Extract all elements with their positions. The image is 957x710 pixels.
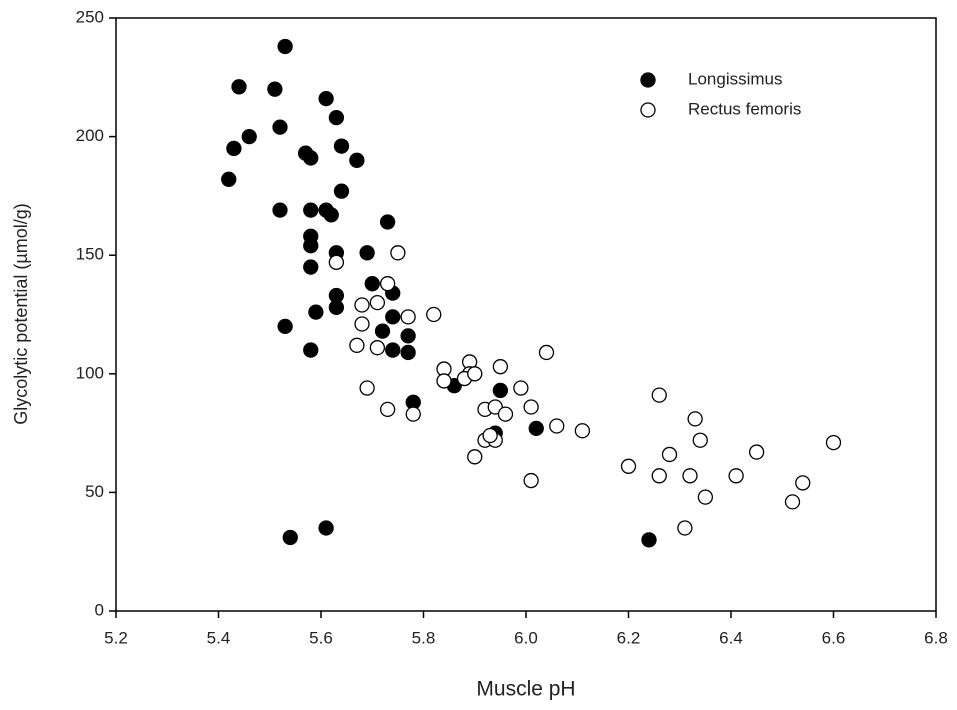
legend-marker — [640, 102, 656, 118]
point — [784, 494, 801, 510]
point — [272, 119, 288, 135]
x-tick-label: 6.2 — [617, 628, 641, 647]
x-tick-label: 6.4 — [719, 628, 743, 647]
point — [492, 382, 509, 399]
x-tick-label: 6.0 — [514, 628, 538, 647]
point — [318, 90, 334, 107]
point — [748, 444, 765, 460]
point — [697, 489, 714, 505]
point — [333, 183, 350, 199]
point — [436, 373, 452, 389]
point — [303, 150, 319, 166]
point — [528, 420, 544, 437]
point — [303, 202, 319, 218]
point — [267, 81, 283, 97]
point — [728, 468, 744, 484]
point — [379, 276, 396, 292]
point — [241, 128, 257, 145]
point — [328, 254, 345, 270]
point — [400, 328, 416, 344]
y-tick-label: 50 — [85, 482, 104, 501]
x-tick-label: 5.8 — [412, 628, 436, 647]
x-tick-label: 5.6 — [309, 628, 333, 647]
point — [492, 359, 509, 375]
point — [467, 366, 483, 382]
point — [523, 472, 539, 489]
y-tick-label: 250 — [76, 7, 104, 26]
point — [272, 202, 288, 218]
x-tick-label: 5.4 — [207, 628, 231, 647]
y-tick-label: 150 — [76, 245, 104, 264]
point — [328, 299, 345, 316]
point — [349, 152, 365, 168]
point — [379, 401, 396, 418]
point — [349, 337, 365, 353]
point — [487, 399, 503, 415]
legend-label: Rectus femoris — [688, 99, 801, 118]
point — [692, 432, 708, 448]
point — [385, 309, 401, 325]
point — [303, 238, 319, 254]
point — [651, 468, 667, 484]
point — [303, 259, 319, 275]
point — [497, 406, 514, 422]
point — [795, 475, 811, 491]
point — [323, 207, 339, 223]
y-tick-label: 100 — [76, 363, 104, 382]
point — [426, 306, 442, 323]
point — [677, 520, 693, 536]
point — [369, 340, 386, 356]
x-tick-label: 6.8 — [924, 628, 948, 647]
point — [682, 468, 698, 484]
point — [359, 245, 375, 261]
point — [651, 387, 667, 403]
point — [364, 276, 380, 292]
x-tick-label: 5.2 — [104, 628, 128, 647]
point — [369, 294, 386, 311]
legend-label: Longissimus — [688, 69, 783, 88]
point — [687, 411, 703, 427]
point — [400, 309, 416, 325]
point — [359, 380, 375, 396]
point — [277, 38, 293, 55]
point — [226, 140, 242, 157]
point — [549, 418, 565, 434]
point — [467, 449, 483, 465]
point — [277, 318, 293, 335]
point — [390, 245, 406, 261]
legend-marker — [640, 72, 656, 88]
plot-frame — [115, 17, 937, 612]
point — [318, 520, 334, 536]
point — [482, 427, 498, 444]
point — [328, 109, 345, 126]
y-tick-label: 200 — [76, 126, 104, 145]
point — [354, 316, 370, 332]
point — [538, 344, 555, 361]
point — [574, 423, 591, 439]
point — [221, 171, 237, 187]
point — [282, 529, 298, 546]
point — [641, 532, 657, 548]
point — [374, 323, 391, 339]
point — [523, 399, 539, 415]
point — [354, 297, 370, 313]
y-tick-label: 0 — [95, 600, 104, 619]
x-tick-label: 6.6 — [822, 628, 846, 647]
point — [400, 344, 416, 361]
point — [303, 342, 319, 358]
point — [620, 458, 637, 474]
point — [308, 304, 324, 320]
point — [231, 79, 247, 95]
point — [513, 380, 529, 396]
point — [405, 406, 421, 422]
point — [661, 446, 678, 463]
point — [379, 214, 396, 230]
point — [333, 138, 350, 154]
point — [825, 434, 842, 451]
y-axis-title: Glycolytic potential (µmol/g) — [11, 203, 31, 424]
point — [385, 342, 401, 358]
x-axis-title: Muscle pH — [476, 678, 575, 701]
